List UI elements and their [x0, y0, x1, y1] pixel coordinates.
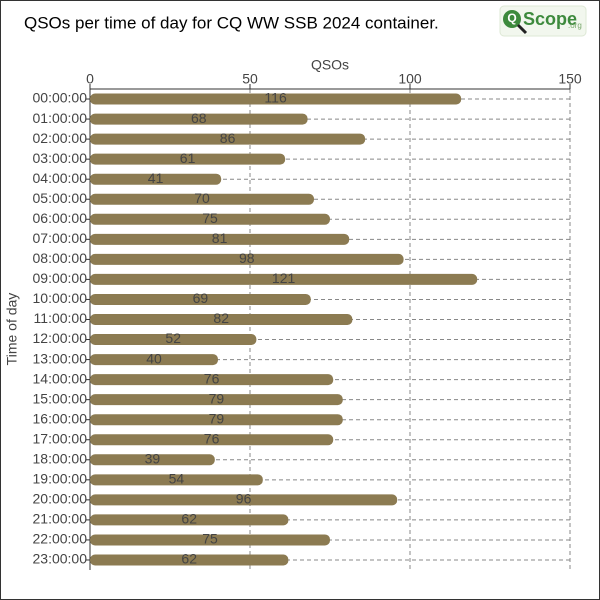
bar	[90, 334, 257, 346]
value-label: 40	[146, 350, 162, 366]
value-label: 39	[145, 450, 161, 466]
y-tick-label: 23:00:00	[33, 551, 88, 567]
y-tick-label: 05:00:00	[33, 190, 88, 206]
y-tick-label: 02:00:00	[33, 130, 88, 146]
bar	[90, 534, 330, 546]
value-label: 116	[264, 90, 287, 106]
bar	[90, 173, 222, 185]
x-axis-label: QSOs	[311, 57, 349, 73]
value-label: 96	[236, 491, 252, 507]
value-label: 62	[181, 551, 197, 567]
bar	[90, 514, 289, 526]
bar	[90, 233, 350, 245]
value-label: 82	[213, 310, 229, 326]
value-label: 52	[165, 330, 181, 346]
bar	[90, 434, 334, 446]
value-label: 61	[180, 150, 196, 166]
bar	[90, 273, 478, 285]
bar	[90, 213, 330, 225]
logo: Q Scope .org	[499, 5, 587, 37]
bar	[90, 454, 215, 466]
value-label: 75	[202, 531, 218, 547]
y-tick-label: 01:00:00	[33, 110, 88, 126]
y-tick-label: 00:00:00	[33, 90, 88, 106]
value-label: 98	[239, 250, 255, 266]
value-label: 121	[272, 270, 296, 286]
y-tick-label: 18:00:00	[33, 450, 88, 466]
x-tick-label: 100	[398, 71, 422, 87]
value-label: 76	[204, 370, 220, 386]
value-label: 41	[148, 170, 164, 186]
bar	[90, 253, 404, 265]
bar	[90, 193, 314, 205]
y-tick-label: 13:00:00	[33, 350, 88, 366]
y-tick-label: 10:00:00	[33, 290, 88, 306]
x-tick-label: 50	[242, 71, 258, 87]
y-tick-label: 03:00:00	[33, 150, 88, 166]
bar	[90, 93, 462, 105]
value-label: 70	[194, 190, 210, 206]
x-tick-label: 0	[86, 71, 94, 87]
bar	[90, 494, 398, 506]
value-label: 75	[202, 210, 218, 226]
y-tick-label: 09:00:00	[33, 270, 88, 286]
value-label: 68	[191, 110, 207, 126]
y-tick-label: 21:00:00	[33, 511, 88, 527]
bar	[90, 554, 289, 566]
bar	[90, 313, 353, 325]
bar	[90, 293, 311, 305]
value-label: 69	[193, 290, 209, 306]
logo-handle	[516, 23, 528, 35]
bar	[90, 133, 366, 145]
chart-title: QSOs per time of day for CQ WW SSB 2024 …	[24, 13, 439, 32]
y-tick-label: 12:00:00	[33, 330, 88, 346]
y-tick-label: 11:00:00	[34, 310, 88, 326]
y-tick-label: 14:00:00	[33, 370, 88, 386]
logo-circle	[503, 10, 521, 28]
value-label: 79	[209, 410, 225, 426]
y-tick-label: 07:00:00	[33, 230, 88, 246]
bar	[90, 374, 334, 386]
y-tick-label: 22:00:00	[33, 531, 88, 547]
bar	[90, 414, 343, 426]
logo-suffix: .org	[568, 21, 582, 30]
bar	[90, 394, 343, 406]
logo-text: Scope	[523, 9, 577, 29]
value-label: 86	[220, 130, 236, 146]
x-tick-label: 150	[558, 71, 582, 87]
bar	[90, 113, 308, 125]
bar	[90, 354, 218, 366]
y-tick-label: 08:00:00	[33, 250, 88, 266]
value-label: 54	[169, 471, 185, 487]
y-tick-label: 04:00:00	[33, 170, 88, 186]
y-tick-label: 15:00:00	[33, 390, 88, 406]
bar	[90, 153, 286, 165]
bar	[90, 474, 263, 486]
y-tick-label: 06:00:00	[33, 210, 88, 226]
value-label: 79	[209, 390, 225, 406]
value-label: 76	[204, 430, 220, 446]
logo-mark: Q	[507, 11, 516, 25]
value-label: 81	[212, 230, 228, 246]
y-tick-label: 17:00:00	[33, 430, 88, 446]
y-tick-label: 16:00:00	[33, 410, 88, 426]
y-axis-label: Time of day	[4, 293, 20, 366]
y-tick-label: 20:00:00	[33, 491, 88, 507]
y-tick-label: 19:00:00	[33, 471, 88, 487]
value-label: 62	[181, 511, 197, 527]
